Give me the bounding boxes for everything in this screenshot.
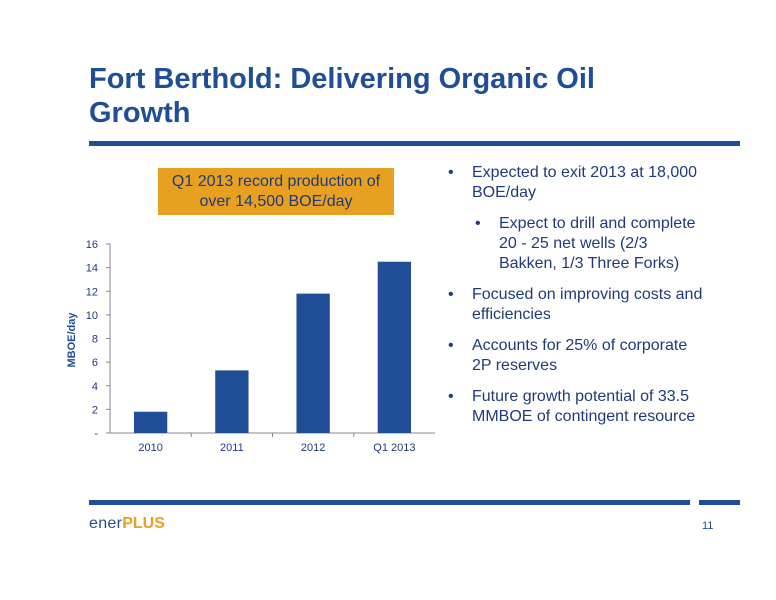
bar	[296, 293, 330, 433]
y-axis-label: MBOE/day	[66, 312, 78, 368]
x-tick-label: Q1 2013	[373, 442, 415, 454]
callout-box: Q1 2013 record production of over 14,500…	[158, 168, 394, 215]
y-tick-label: 12	[86, 286, 98, 298]
bullet-item: • Focused on improving costs and efficie…	[448, 285, 703, 325]
production-bar-chart: - 2 4 6 8 10 12 14 16 2010 2011 2012 Q1 2013 MBOE/day	[66, 239, 435, 454]
bar	[133, 411, 168, 433]
footer-divider-short	[699, 500, 740, 505]
bullet-marker: •	[475, 215, 481, 232]
bar	[215, 370, 249, 433]
bullet-item: • Expected to exit 2013 at 18,000 BOE/da…	[448, 163, 703, 203]
y-tick-label: -	[94, 428, 98, 440]
bullet-text: Accounts for 25% of corporate 2P reserve…	[472, 337, 688, 374]
x-tick-label: 2012	[301, 442, 325, 454]
bullet-text: Focused on improving costs and efficienc…	[472, 286, 703, 323]
x-tick-label: 2011	[220, 442, 244, 454]
bullet-list: • Expected to exit 2013 at 18,000 BOE/da…	[448, 163, 703, 438]
bullet-marker: •	[448, 286, 454, 303]
y-tick-label: 16	[86, 239, 98, 251]
y-tick-label: 8	[92, 334, 98, 346]
x-tick-label: 2010	[138, 442, 162, 454]
y-tick-label: 2	[92, 404, 98, 416]
y-tick-label: 14	[86, 263, 98, 275]
bullet-marker: •	[448, 337, 454, 354]
slide-title: Fort Berthold: Delivering Organic Oil Gr…	[89, 63, 595, 129]
callout-line-2: over 14,500 BOE/day	[199, 192, 353, 210]
bullet-text: Expect to drill and complete 20 - 25 net…	[499, 215, 696, 272]
enerplus-logo: enerPLUS	[89, 515, 165, 533]
bullet-marker: •	[448, 388, 454, 405]
y-tick-label: 4	[92, 381, 98, 393]
title-divider	[89, 141, 740, 146]
footer-divider	[89, 500, 690, 505]
bar	[377, 261, 412, 433]
sub-bullet-item: • Expect to drill and complete 20 - 25 n…	[448, 214, 703, 274]
logo-text-ener: ener	[89, 515, 123, 532]
bullet-text: Expected to exit 2013 at 18,000 BOE/day	[472, 164, 698, 201]
page-number: 11	[702, 520, 714, 532]
y-tick-label: 6	[92, 357, 98, 369]
logo-text-plus: PLUS	[122, 515, 165, 532]
bullet-text: Future growth potential of 33.5 MMBOE of…	[472, 388, 696, 425]
y-tick-label: 10	[86, 310, 98, 322]
callout-line-1: Q1 2013 record production of	[171, 172, 381, 190]
bullet-marker: •	[448, 164, 454, 181]
bullet-item: • Accounts for 25% of corporate 2P reser…	[448, 336, 703, 376]
bullet-item: • Future growth potential of 33.5 MMBOE …	[448, 387, 703, 427]
